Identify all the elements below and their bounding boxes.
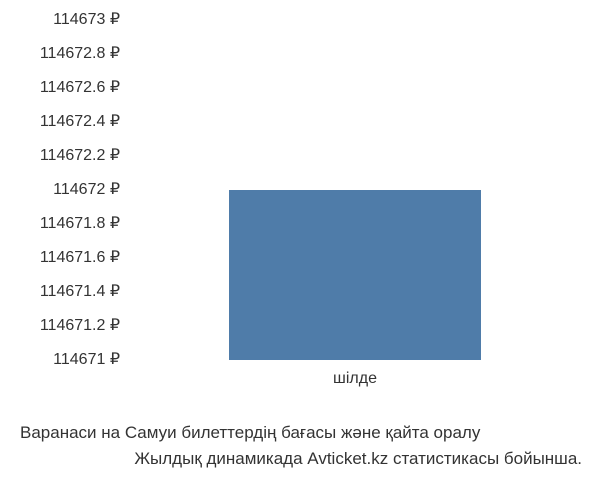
plot-area (130, 20, 580, 360)
y-tick-label: 114672.8 ₽ (0, 46, 120, 62)
caption-line-1: Варанаси на Самуи билеттердің бағасы жән… (20, 420, 582, 446)
y-tick-label: 114672 ₽ (0, 182, 120, 198)
y-tick-label: 114671.6 ₽ (0, 250, 120, 266)
y-tick-label: 114671.2 ₽ (0, 318, 120, 334)
y-tick-label: 114673 ₽ (0, 12, 120, 28)
y-tick-label: 114671.4 ₽ (0, 284, 120, 300)
y-tick-label: 114672.4 ₽ (0, 114, 120, 130)
y-tick-label: 114672.2 ₽ (0, 148, 120, 164)
chart-container: 114673 ₽ 114672.8 ₽ 114672.6 ₽ 114672.4 ₽ 11… (0, 0, 600, 500)
bar (229, 190, 481, 360)
y-tick-label: 114671.8 ₽ (0, 216, 120, 232)
y-tick-label: 114672.6 ₽ (0, 80, 120, 96)
x-tick-label: шілде (295, 370, 415, 388)
caption-line-2: Жылдық динамикада Avticket.kz статистика… (20, 446, 582, 472)
chart-caption: Варанаси на Самуи билеттердің бағасы жән… (20, 420, 582, 473)
y-axis: 114673 ₽114672.8 ₽114672.6 ₽114672.4 ₽11… (0, 20, 125, 360)
y-tick-label: 114671 ₽ (0, 352, 120, 368)
